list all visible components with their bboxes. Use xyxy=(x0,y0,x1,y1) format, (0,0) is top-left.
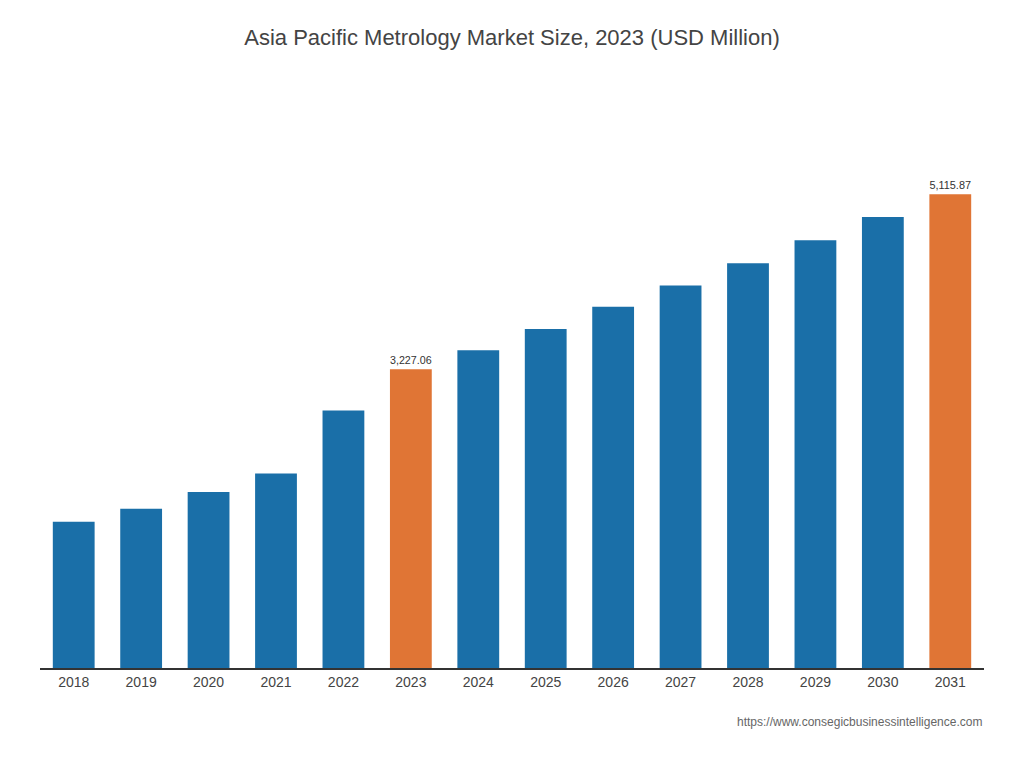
svg-text:2019: 2019 xyxy=(126,674,157,690)
svg-text:3,227.06: 3,227.06 xyxy=(390,354,432,366)
svg-text:2020: 2020 xyxy=(193,674,224,690)
svg-text:2026: 2026 xyxy=(598,674,629,690)
svg-text:https://www.consegicbusinessin: https://www.consegicbusinessintelligence… xyxy=(737,715,982,729)
svg-text:2018: 2018 xyxy=(58,674,89,690)
svg-text:2027: 2027 xyxy=(665,674,696,690)
svg-text:2023: 2023 xyxy=(395,674,426,690)
svg-text:2029: 2029 xyxy=(800,674,831,690)
svg-text:2024: 2024 xyxy=(463,674,494,690)
svg-text:5,115.87: 5,115.87 xyxy=(929,179,971,191)
svg-text:2025: 2025 xyxy=(530,674,561,690)
svg-text:Asia Pacific Metrology Market: Asia Pacific Metrology Market Size, 2023… xyxy=(244,25,780,50)
svg-text:2028: 2028 xyxy=(732,674,763,690)
svg-text:2030: 2030 xyxy=(867,674,898,690)
svg-text:2031: 2031 xyxy=(935,674,966,690)
svg-text:2022: 2022 xyxy=(328,674,359,690)
svg-text:2021: 2021 xyxy=(260,674,291,690)
